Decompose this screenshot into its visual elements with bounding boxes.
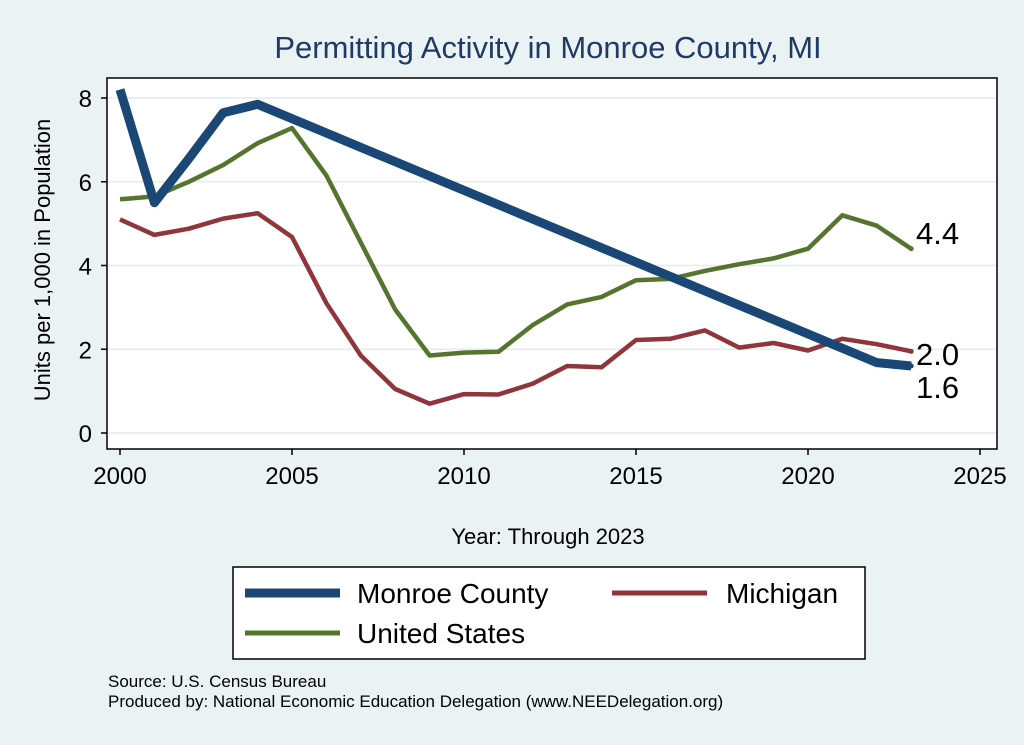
x-tick-label-2010: 2010	[437, 463, 490, 490]
x-tick-label-2005: 2005	[265, 463, 318, 490]
series-group	[115, 88, 914, 406]
legend-label-us: United States	[357, 618, 525, 649]
legend-label-michigan: Michigan	[726, 578, 838, 609]
y-tick-label-0: 0	[79, 421, 92, 448]
y-tick-label-6: 6	[79, 170, 92, 197]
series-end-point-monroe-county	[908, 363, 914, 369]
series-end-point-united-states	[908, 246, 914, 252]
series-line-michigan	[119, 210, 912, 406]
produced-by-note: Produced by: National Economic Education…	[108, 692, 724, 711]
end-label-monroe-county: 1.6	[916, 370, 959, 405]
axes: 0 2 4 6 8 2000 2005 2010 2015 2020 2025	[79, 86, 1007, 490]
chart-title: Permitting Activity in Monroe County, MI	[274, 30, 821, 65]
x-axis-label: Year: Through 2023	[451, 524, 644, 549]
legend: Monroe County Michigan United States	[232, 566, 866, 660]
y-tick-label-2: 2	[79, 337, 92, 364]
x-tick-label-2025: 2025	[953, 463, 1006, 490]
legend-label-monroe: Monroe County	[357, 578, 548, 609]
end-labels: 1.62.0 4.4	[916, 216, 959, 405]
y-tick-label-4: 4	[79, 254, 92, 281]
y-axis-label: Units per 1,000 in Population	[30, 119, 55, 402]
y-tick-label-8: 8	[79, 86, 92, 113]
legend-box	[232, 566, 866, 660]
series-end-point-michigan	[908, 348, 914, 354]
plot-area	[106, 77, 998, 450]
series-line-monroe-county	[115, 88, 912, 371]
x-tick-label-2000: 2000	[93, 463, 146, 490]
end-label-michigan: 2.0	[916, 337, 959, 372]
x-tick-label-2020: 2020	[781, 463, 834, 490]
series-line-united-states	[119, 125, 913, 358]
x-tick-label-2015: 2015	[609, 463, 662, 490]
end-label-united-states: 4.4	[916, 216, 959, 251]
source-note: Source: U.S. Census Bureau	[108, 672, 327, 691]
